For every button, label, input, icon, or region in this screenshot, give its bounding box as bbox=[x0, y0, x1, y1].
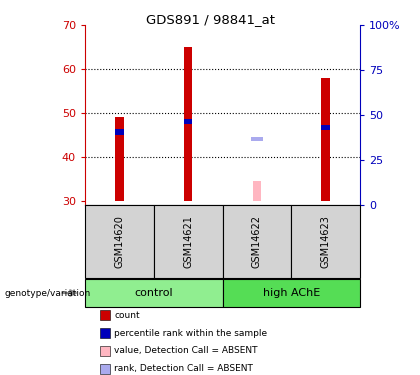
Text: GSM14622: GSM14622 bbox=[252, 215, 262, 268]
Text: GSM14623: GSM14623 bbox=[320, 215, 331, 268]
Bar bbox=[321, 78, 330, 201]
Bar bbox=[115, 117, 123, 201]
Text: genotype/variation: genotype/variation bbox=[4, 288, 90, 297]
Bar bbox=[321, 125, 330, 130]
Text: high AChE: high AChE bbox=[262, 288, 320, 298]
Bar bbox=[184, 47, 192, 201]
Text: value, Detection Call = ABSENT: value, Detection Call = ABSENT bbox=[114, 346, 258, 355]
Text: count: count bbox=[114, 310, 140, 320]
Bar bbox=[253, 181, 261, 201]
Text: rank, Detection Call = ABSENT: rank, Detection Call = ABSENT bbox=[114, 364, 253, 374]
Text: percentile rank within the sample: percentile rank within the sample bbox=[114, 328, 267, 338]
Text: GSM14620: GSM14620 bbox=[114, 215, 124, 268]
Bar bbox=[184, 118, 192, 124]
Bar bbox=[251, 137, 263, 141]
Text: GDS891 / 98841_at: GDS891 / 98841_at bbox=[145, 13, 275, 26]
Text: GSM14621: GSM14621 bbox=[183, 215, 193, 268]
Text: control: control bbox=[134, 288, 173, 298]
Bar bbox=[115, 129, 123, 135]
